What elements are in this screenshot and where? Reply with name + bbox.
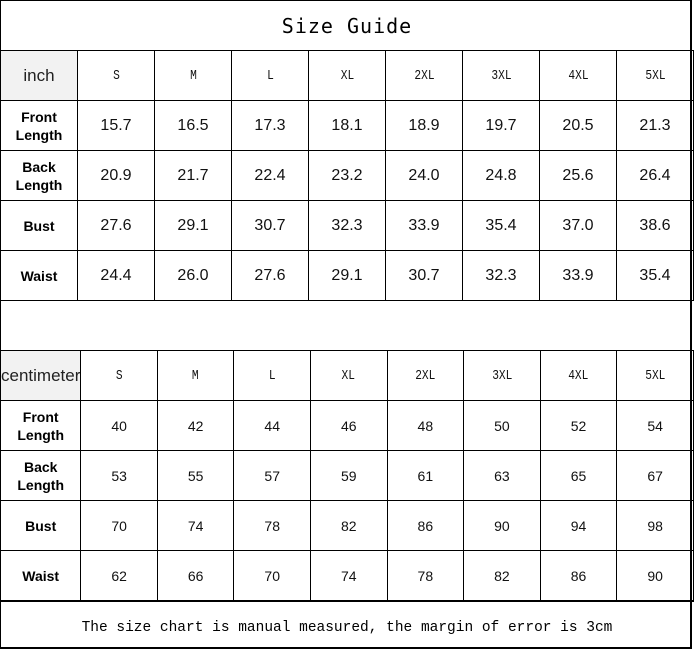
size-header: 5XL	[623, 50, 687, 101]
measurement-value: 33.9	[385, 200, 463, 251]
measurement-value: 32.3	[462, 250, 540, 301]
size-header: S	[88, 350, 151, 401]
size-header: M	[161, 50, 225, 101]
measurement-value: 30.7	[385, 250, 463, 301]
measurement-value: 35.4	[616, 250, 694, 301]
table-row: Bust 70 74 78 82 86 90 94 98	[0, 500, 694, 551]
measurement-value: 25.6	[539, 150, 617, 201]
size-header: S	[84, 50, 148, 101]
measurement-label: Back Length	[0, 450, 82, 501]
measurement-value: 98	[616, 500, 694, 551]
table-row: Waist 62 66 70 74 78 82 86 90	[0, 550, 694, 601]
measurement-value: 32.3	[308, 200, 386, 251]
measurement-value: 38.6	[616, 200, 694, 251]
measurement-value: 24.0	[385, 150, 463, 201]
measurement-value: 22.4	[231, 150, 309, 201]
page-title: Size Guide	[281, 14, 413, 38]
table-row: Back Length 20.9 21.7 22.4 23.2 24.0 24.8 25.6 2…	[0, 150, 694, 201]
measurement-value: 90	[616, 550, 694, 601]
size-header: 2XL	[392, 50, 456, 101]
centimeter-size-table: centimeter S M L XL 2XL 3XL 4XL 5XL Front Length 4…	[0, 350, 694, 601]
header-row: inch S M L XL 2XL 3XL 4XL 5XL	[0, 50, 694, 101]
unit-label: inch	[0, 50, 78, 101]
measurement-value: 67	[616, 450, 694, 501]
measurement-label: Waist	[0, 550, 82, 601]
measurement-value: 30.7	[231, 200, 309, 251]
measurement-value: 35.4	[462, 200, 540, 251]
measurement-value: 74	[309, 550, 388, 601]
measurement-value: 48	[386, 400, 465, 451]
measurement-value: 65	[539, 450, 618, 501]
measurement-value: 18.1	[308, 100, 386, 151]
table-row: Back Length 53 55 57 59 61 63 65 67	[0, 450, 694, 501]
size-header: 2XL	[394, 350, 457, 401]
measurement-value: 33.9	[539, 250, 617, 301]
measurement-value: 27.6	[231, 250, 309, 301]
measurement-value: 21.7	[154, 150, 232, 201]
measurement-value: 94	[539, 500, 618, 551]
measurement-value: 40	[80, 400, 158, 451]
measurement-value: 86	[539, 550, 618, 601]
measurement-value: 55	[156, 450, 235, 501]
measurement-value: 24.4	[77, 250, 155, 301]
size-header: 4XL	[546, 50, 610, 101]
measurement-value: 61	[386, 450, 465, 501]
size-header: L	[241, 350, 304, 401]
measurement-label: Back Length	[0, 150, 78, 201]
size-header: 4XL	[547, 350, 610, 401]
table-row: Front Length 40 42 44 46 48 50 52 54	[0, 400, 694, 451]
size-header: 3XL	[469, 50, 533, 101]
measurement-value: 20.9	[77, 150, 155, 201]
table-row: Waist 24.4 26.0 27.6 29.1 30.7 32.3 33.9 35.4	[0, 250, 694, 301]
measurement-value: 82	[463, 550, 541, 601]
measurement-label: Front Length	[0, 400, 82, 451]
measurement-value: 21.3	[616, 100, 694, 151]
footer-note: The size chart is manual measured, the m…	[0, 601, 694, 650]
measurement-value: 70	[233, 550, 311, 601]
size-header: 3XL	[470, 350, 533, 401]
header-row: centimeter S M L XL 2XL 3XL 4XL 5XL	[0, 350, 694, 401]
measurement-value: 53	[80, 450, 158, 501]
measurement-label: Front Length	[0, 100, 78, 151]
measurement-value: 37.0	[539, 200, 617, 251]
measurement-value: 78	[386, 550, 465, 601]
measurement-value: 44	[233, 400, 311, 451]
measurement-label: Waist	[0, 250, 78, 301]
measurement-value: 17.3	[231, 100, 309, 151]
measurement-value: 24.8	[462, 150, 540, 201]
table-row: Front Length 15.7 16.5 17.3 18.1 18.9 19.7 20.5…	[0, 100, 694, 151]
measurement-value: 26.0	[154, 250, 232, 301]
measurement-value: 18.9	[385, 100, 463, 151]
size-header: M	[164, 350, 227, 401]
measurement-value: 19.7	[462, 100, 540, 151]
size-header: L	[238, 50, 302, 101]
size-header: XL	[315, 50, 379, 101]
size-header: 5XL	[624, 350, 687, 401]
measurement-value: 54	[616, 400, 694, 451]
measurement-label: Bust	[0, 500, 82, 551]
size-header: XL	[317, 350, 380, 401]
unit-label: centimeter	[0, 350, 82, 401]
table-row: Bust 27.6 29.1 30.7 32.3 33.9 35.4 37.0 38.6	[0, 200, 694, 251]
inch-size-table: inch S M L XL 2XL 3XL 4XL 5XL Front Length 15.7 16.…	[0, 50, 694, 301]
